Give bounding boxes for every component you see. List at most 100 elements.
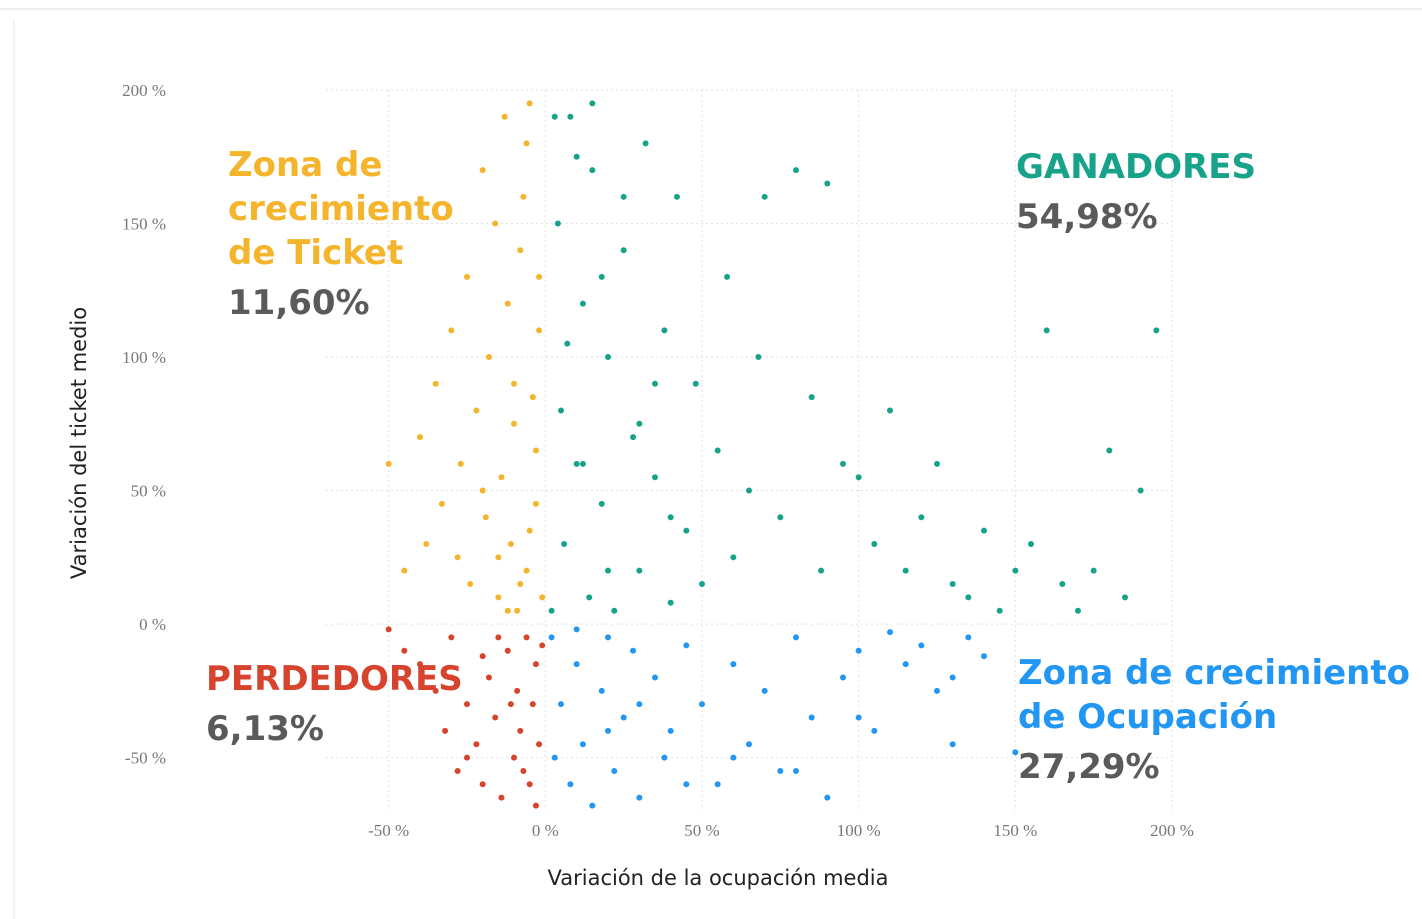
point xyxy=(887,407,893,414)
point xyxy=(401,647,408,654)
point xyxy=(630,434,637,441)
point xyxy=(636,567,643,574)
series-share: 11,60% xyxy=(228,283,370,323)
point xyxy=(479,653,486,660)
point xyxy=(551,113,558,120)
point xyxy=(965,594,972,601)
point xyxy=(636,794,643,801)
point xyxy=(504,647,511,654)
point xyxy=(589,100,596,107)
point xyxy=(855,714,862,721)
point xyxy=(855,474,862,481)
point xyxy=(714,781,721,788)
point xyxy=(520,767,527,774)
point xyxy=(579,300,586,307)
point xyxy=(467,581,474,588)
point xyxy=(636,420,643,427)
point xyxy=(589,802,596,809)
point xyxy=(551,754,558,761)
point xyxy=(495,594,502,601)
point xyxy=(432,380,439,387)
point xyxy=(492,714,499,721)
point xyxy=(793,767,799,774)
point xyxy=(730,661,737,668)
point xyxy=(934,460,940,467)
point xyxy=(761,193,768,200)
point xyxy=(981,527,987,534)
series-label: GANADORES xyxy=(1016,147,1256,187)
point xyxy=(730,754,737,761)
point xyxy=(532,661,539,668)
point xyxy=(1028,540,1034,547)
point xyxy=(517,247,524,254)
point xyxy=(442,727,449,734)
point xyxy=(871,727,878,734)
x-tick-label: 100 % xyxy=(837,821,881,840)
point xyxy=(514,687,521,694)
series-label-line: crecimiento xyxy=(228,189,454,229)
point xyxy=(667,727,674,734)
point xyxy=(642,140,649,147)
point xyxy=(918,642,925,649)
point xyxy=(902,567,909,574)
x-axis-label: Variación de la ocupación media xyxy=(548,866,889,890)
point xyxy=(517,581,524,588)
point xyxy=(539,642,546,649)
point xyxy=(724,273,731,280)
point xyxy=(526,527,533,534)
point xyxy=(683,642,690,649)
point xyxy=(479,781,486,788)
point xyxy=(1122,594,1128,601)
point xyxy=(448,327,455,334)
point xyxy=(1012,567,1019,574)
point xyxy=(611,607,618,614)
point xyxy=(432,687,439,694)
point xyxy=(464,701,470,708)
point xyxy=(1090,567,1097,574)
y-tick-label: 100 % xyxy=(122,348,166,367)
y-tick-label: 50 % xyxy=(131,482,166,501)
series-share: 27,29% xyxy=(1018,747,1160,787)
point xyxy=(479,167,486,174)
point xyxy=(573,661,580,668)
point xyxy=(902,661,909,668)
point xyxy=(495,634,502,641)
point xyxy=(661,754,668,761)
point xyxy=(526,781,533,788)
point xyxy=(918,514,925,521)
point xyxy=(605,634,611,641)
point xyxy=(511,420,517,427)
y-tick-label: 0 % xyxy=(139,615,166,634)
point xyxy=(523,140,530,147)
point xyxy=(498,474,505,481)
point xyxy=(746,487,752,494)
point xyxy=(385,626,392,633)
point xyxy=(949,581,956,588)
point xyxy=(981,653,987,660)
point xyxy=(620,714,627,721)
point xyxy=(611,767,618,774)
point xyxy=(464,273,470,280)
point xyxy=(652,474,658,481)
series-label-line: Zona de crecimiento xyxy=(1018,653,1410,693)
point xyxy=(554,220,561,227)
point xyxy=(473,407,480,414)
y-tick-label: -50 % xyxy=(125,749,166,768)
point xyxy=(485,354,492,361)
point xyxy=(464,754,470,761)
point xyxy=(730,554,737,561)
point xyxy=(504,300,511,307)
point xyxy=(699,701,705,708)
point xyxy=(667,514,674,521)
point xyxy=(482,514,489,521)
point xyxy=(511,380,517,387)
point xyxy=(673,193,680,200)
series-label: Zona de crecimiento de Ocupación xyxy=(1018,653,1410,737)
point xyxy=(761,687,768,694)
point xyxy=(564,340,571,347)
point xyxy=(536,273,543,280)
point xyxy=(996,607,1003,614)
point xyxy=(507,540,514,547)
point xyxy=(438,500,445,507)
point xyxy=(532,500,539,507)
